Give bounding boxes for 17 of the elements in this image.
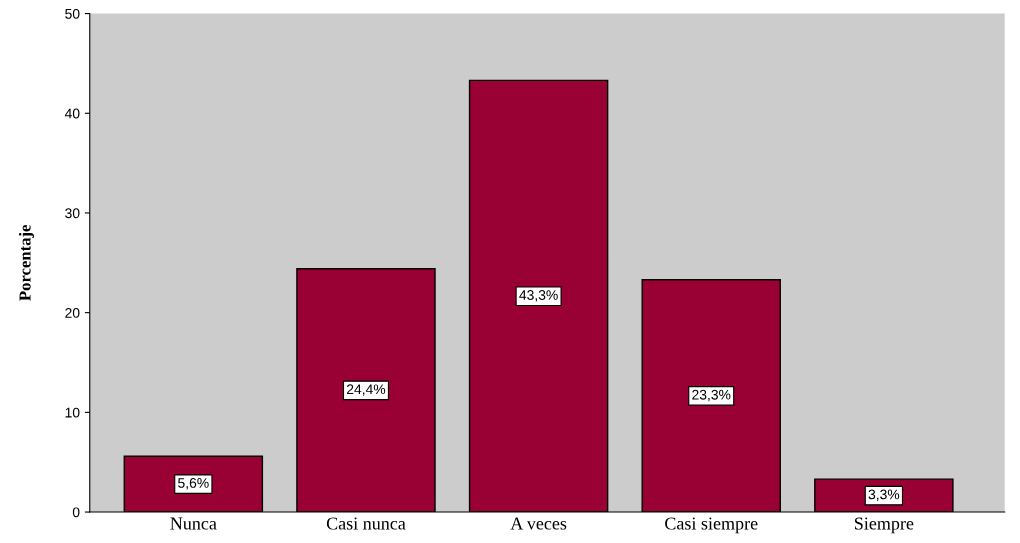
x-tick-label: Siempre: [854, 517, 914, 534]
data-label: 5,6%: [178, 478, 209, 490]
y-tick-label: 30: [65, 208, 80, 219]
y-tick-label: 10: [65, 407, 80, 418]
y-axis-title: Porcentaje: [18, 224, 35, 301]
x-tick-label: Casi nunca: [326, 517, 406, 530]
x-tick-label: Nunca: [170, 517, 217, 530]
x-tick-label: A veces: [510, 517, 567, 530]
y-tick-label: 50: [65, 8, 80, 19]
x-tick-label: Casi siempre: [665, 517, 758, 534]
data-label: 3,3%: [868, 489, 900, 501]
y-tick-label: 0: [72, 507, 80, 518]
data-label: 23,3%: [692, 389, 731, 402]
y-tick-label: 20: [65, 307, 80, 318]
data-label: 43,3%: [519, 290, 558, 302]
y-tick-label: 40: [64, 108, 80, 119]
data-label: 24,4%: [346, 384, 386, 396]
